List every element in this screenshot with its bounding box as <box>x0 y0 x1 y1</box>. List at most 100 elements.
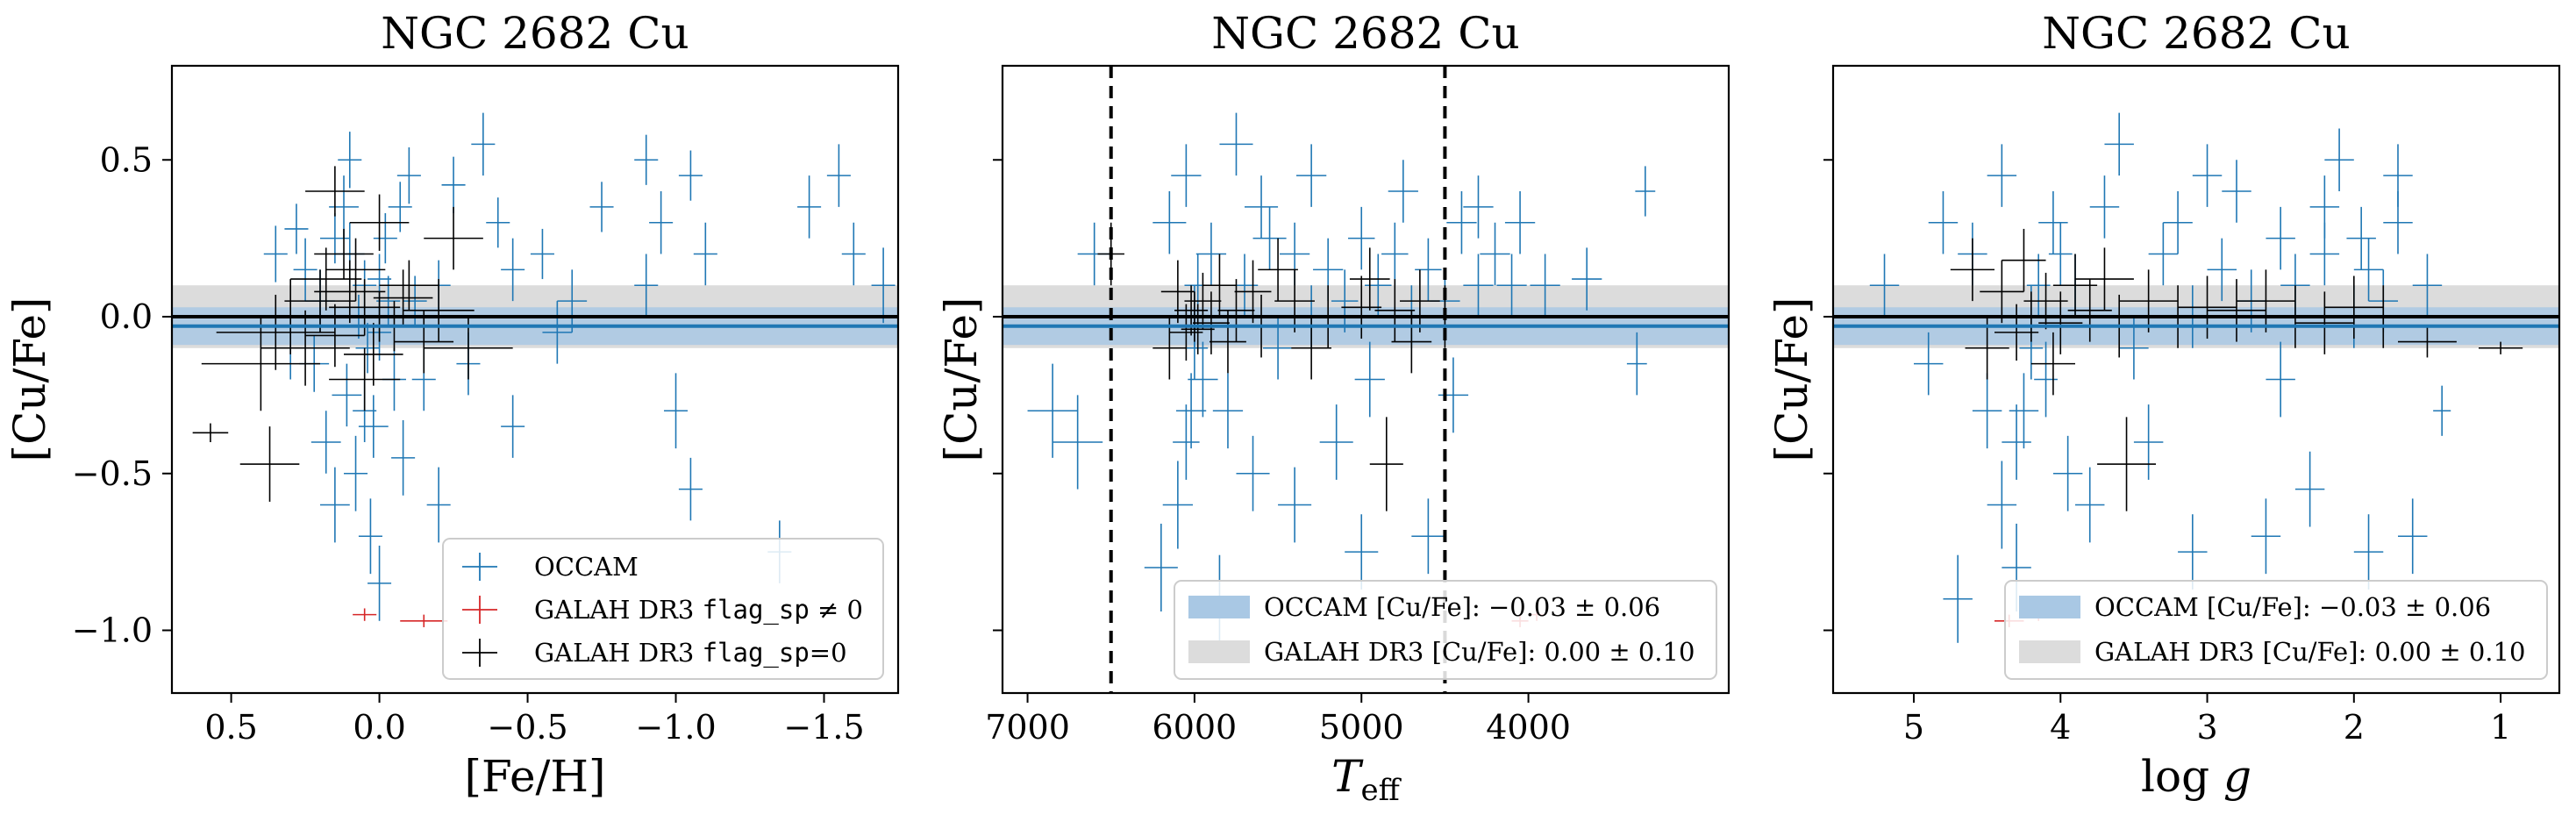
legend-marker <box>462 596 497 624</box>
galah-flag-zero-point <box>2030 332 2075 396</box>
occam-point <box>530 228 554 280</box>
occam-point <box>319 213 350 264</box>
legend-label: OCCAM [Cu/Fe]: −0.03 ± 0.06 <box>1264 592 1660 622</box>
occam-point <box>2207 238 2237 302</box>
occam-point <box>358 395 389 458</box>
galah-flag-zero-point <box>1210 310 1246 374</box>
plot-area <box>1833 112 2559 643</box>
occam-point <box>344 435 368 511</box>
occam-point <box>1463 175 1494 239</box>
galah-flag-zero-point <box>290 247 362 311</box>
occam-point <box>542 301 573 364</box>
occam-point <box>1388 160 1418 223</box>
occam-point <box>634 134 659 185</box>
axes-frame <box>1001 64 1730 695</box>
occam-point <box>1345 514 1379 590</box>
galah-flag-zero-point <box>1950 238 1994 302</box>
galah-flag-zero-point <box>1980 260 2024 324</box>
legend: OCCAM [Cu/Fe]: −0.03 ± 0.06 GALAH DR3 [Cu… <box>1174 580 1717 680</box>
occam-point <box>2251 498 2281 575</box>
y-tick-label: 0.5 <box>100 140 153 179</box>
panel-feh: 0.5 0.0 −0.5 −1.0 −1.5 0.5 0.0 −0.5 −1.0 NGC 2682… <box>4 8 900 802</box>
occam-point <box>1319 404 1353 480</box>
legend-swatch <box>1188 640 1250 663</box>
galah-flag-zero-point <box>2075 247 2134 311</box>
galah-flag-zero-point <box>1391 310 1432 374</box>
occam-point <box>2324 128 2354 191</box>
occam-point <box>1152 191 1187 254</box>
occam-point <box>319 467 350 543</box>
galah-flag-zero-point <box>1202 254 1237 317</box>
occam-point <box>2192 144 2223 207</box>
occam-point <box>2048 222 2073 286</box>
x-tick-label: 0.5 <box>204 708 257 747</box>
galah-flag-zero-point <box>1400 269 1440 332</box>
occam-point <box>2038 191 2068 254</box>
x-tick-label: 1 <box>2490 708 2511 747</box>
legend-label: GALAH DR3 flag_sp=0 <box>534 638 847 668</box>
legend-label: GALAH DR3 [Cu/Fe]: 0.00 ± 0.10 <box>2094 637 2525 667</box>
galah-flag-zero-point <box>305 304 365 368</box>
galah-flag-zero-point <box>325 238 386 302</box>
occam-point <box>1162 461 1193 549</box>
occam-point <box>649 191 674 254</box>
galah-flag-zero-point <box>1374 279 1416 342</box>
x-axis-label: [Fe/H] <box>464 751 605 802</box>
x-tick-label: 5000 <box>1319 708 1404 747</box>
occam-point <box>557 269 588 332</box>
axes-frame <box>1831 64 2561 695</box>
occam-point <box>1171 144 1202 207</box>
galah-flag-zero-point <box>2038 291 2083 354</box>
galah-flag-zero-point <box>216 294 335 370</box>
occam-point <box>1943 554 1973 643</box>
galah-flag-zero-point <box>2178 275 2237 340</box>
galah-flag-zero-point <box>1341 275 1382 340</box>
panel-teff: 7000 6000 5000 4000 NGC 2682 Cu Teff [Cu/Fe] OC… <box>936 8 1730 808</box>
occam-point <box>826 144 851 207</box>
occam-point <box>501 238 525 302</box>
occam-point <box>1438 357 1469 433</box>
galah-flag-zero-point <box>239 426 300 502</box>
occam-point <box>2009 373 2039 449</box>
occam-point <box>1278 467 1312 543</box>
chart-title: NGC 2682 Cu <box>381 8 689 59</box>
occam-point <box>1530 254 1560 317</box>
occam-point <box>1463 254 1494 317</box>
legend-label: GALAH DR3 [Cu/Fe]: 0.00 ± 0.10 <box>1264 637 1695 667</box>
galah-flag-zero-point <box>1160 260 1195 324</box>
galah-flag-nonzero-point <box>353 608 377 621</box>
legend-swatch <box>2019 596 2080 618</box>
occam-point <box>1354 341 1385 418</box>
galah-flag-zero-point <box>424 206 483 270</box>
occam-point <box>2412 254 2443 317</box>
occam-point <box>2294 451 2325 527</box>
galah-flag-zero-point <box>1258 238 1298 302</box>
occam-point <box>1245 175 1279 239</box>
occam-point <box>391 419 416 496</box>
occam-point <box>1972 373 2002 449</box>
galah-flag-zero-point <box>394 310 454 374</box>
occam-point <box>2433 385 2451 436</box>
occam-point <box>1480 222 1510 286</box>
galah-flag-zero-point <box>1994 304 2039 361</box>
occam-point <box>373 213 397 264</box>
occam-point <box>396 147 421 204</box>
legend: OCCAM [Cu/Fe]: −0.03 ± 0.06 GALAH DR3 [Cu… <box>2004 580 2548 680</box>
legend-swatch <box>2019 640 2080 663</box>
galah-flag-zero-point <box>349 194 410 251</box>
occam-point <box>2052 435 2083 511</box>
occam-point <box>486 197 510 248</box>
occam-point <box>2266 206 2295 270</box>
occam-point <box>634 254 659 317</box>
occam-point <box>693 222 717 286</box>
galah-flag-zero-point <box>2324 275 2384 340</box>
occam-point <box>2222 160 2251 223</box>
plot-area <box>172 112 898 627</box>
occam-point <box>388 182 412 232</box>
occam-point <box>263 225 288 282</box>
panel-logg: 5 4 3 2 1 NGC 2682 Cu log g [Cu/Fe] OCCAM [Cu/Fe… <box>1766 8 2561 802</box>
galah-flag-zero-point <box>2119 269 2179 332</box>
y-tick-label: −0.5 <box>72 454 153 493</box>
galah-flag-zero-point <box>1234 260 1272 324</box>
x-tick-label: 3 <box>2196 708 2217 747</box>
